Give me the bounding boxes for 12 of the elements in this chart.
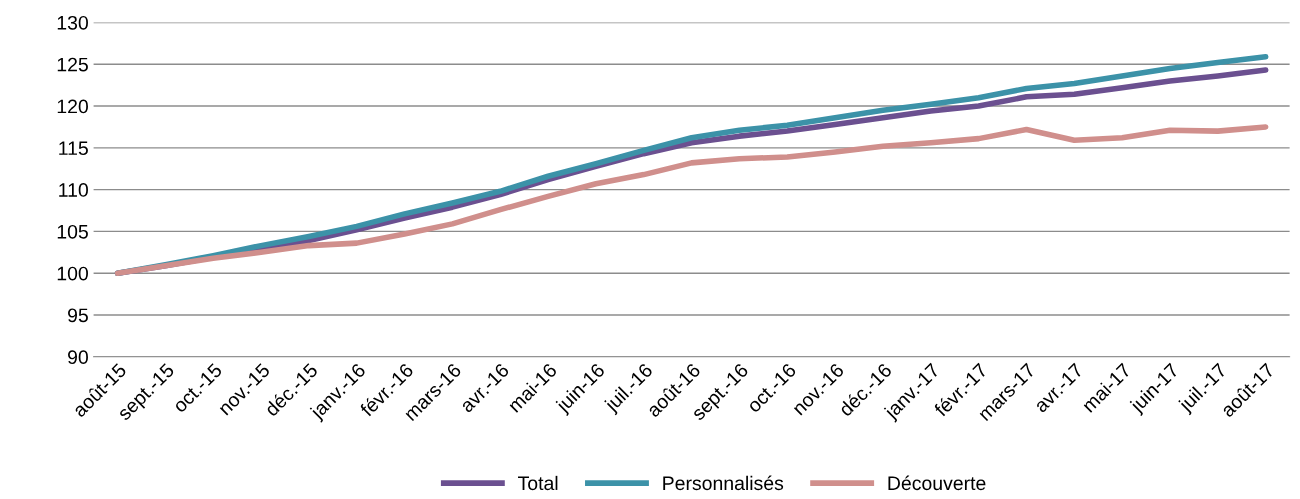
y-tick-label: 130 — [57, 15, 88, 30]
y-tick-label: 90 — [68, 350, 88, 365]
legend-label: Total — [518, 475, 558, 491]
y-tick-label: 115 — [59, 141, 88, 156]
y-tick-label: 95 — [68, 308, 88, 323]
y-tick-label: 125 — [57, 57, 88, 72]
y-tick-label: 100 — [57, 266, 88, 281]
y-tick-label: 105 — [57, 224, 88, 239]
legend-label: Personnalisés — [663, 475, 784, 491]
y-tick-label: 110 — [59, 183, 88, 197]
y-tick-label: 120 — [57, 99, 88, 114]
legend-label: Découverte — [888, 475, 986, 491]
